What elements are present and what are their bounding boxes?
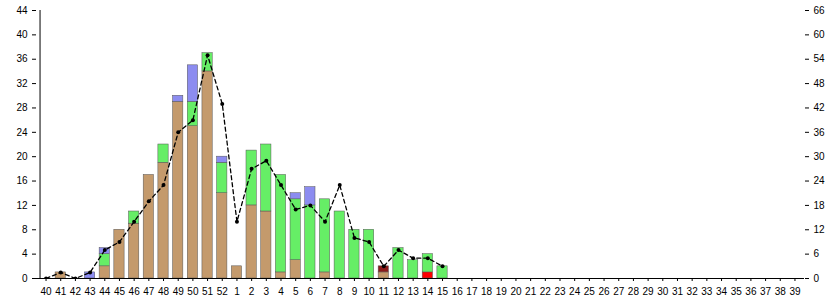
svg-text:42: 42 [814, 102, 826, 113]
svg-text:8: 8 [22, 224, 28, 235]
svg-text:3: 3 [264, 286, 270, 297]
svg-text:50: 50 [187, 286, 199, 297]
svg-text:1: 1 [234, 286, 240, 297]
svg-text:8: 8 [337, 286, 343, 297]
svg-text:24: 24 [814, 175, 826, 186]
svg-text:54: 54 [814, 53, 826, 64]
svg-text:2: 2 [249, 286, 255, 297]
svg-text:20: 20 [510, 286, 522, 297]
svg-text:40: 40 [40, 286, 52, 297]
svg-text:7: 7 [322, 286, 328, 297]
svg-text:10: 10 [364, 286, 376, 297]
svg-text:33: 33 [701, 286, 713, 297]
svg-text:4: 4 [22, 248, 28, 259]
svg-text:39: 39 [789, 286, 801, 297]
svg-text:46: 46 [129, 286, 141, 297]
svg-text:12: 12 [814, 224, 826, 235]
svg-text:51: 51 [202, 286, 214, 297]
svg-text:25: 25 [584, 286, 596, 297]
svg-text:18: 18 [481, 286, 493, 297]
svg-text:23: 23 [554, 286, 566, 297]
svg-text:44: 44 [99, 286, 111, 297]
svg-text:14: 14 [422, 286, 434, 297]
svg-text:16: 16 [452, 286, 464, 297]
svg-text:22: 22 [540, 286, 552, 297]
svg-text:66: 66 [814, 5, 826, 16]
svg-text:38: 38 [775, 286, 787, 297]
svg-text:0: 0 [814, 273, 820, 284]
svg-text:24: 24 [16, 127, 28, 138]
svg-text:52: 52 [217, 286, 229, 297]
svg-text:29: 29 [643, 286, 655, 297]
svg-text:20: 20 [16, 151, 28, 162]
svg-text:48: 48 [814, 78, 826, 89]
svg-text:32: 32 [687, 286, 699, 297]
svg-text:13: 13 [408, 286, 420, 297]
svg-text:12: 12 [16, 200, 28, 211]
svg-text:31: 31 [672, 286, 684, 297]
svg-text:34: 34 [716, 286, 728, 297]
svg-text:36: 36 [814, 127, 826, 138]
svg-text:41: 41 [55, 286, 67, 297]
svg-text:37: 37 [760, 286, 772, 297]
svg-text:43: 43 [85, 286, 97, 297]
svg-text:35: 35 [731, 286, 743, 297]
svg-text:21: 21 [525, 286, 537, 297]
svg-text:27: 27 [613, 286, 625, 297]
svg-text:19: 19 [496, 286, 508, 297]
svg-text:16: 16 [16, 175, 28, 186]
svg-text:4: 4 [278, 286, 284, 297]
svg-text:15: 15 [437, 286, 449, 297]
svg-text:49: 49 [173, 286, 185, 297]
svg-text:26: 26 [598, 286, 610, 297]
svg-text:28: 28 [628, 286, 640, 297]
svg-text:24: 24 [569, 286, 581, 297]
svg-text:6: 6 [308, 286, 314, 297]
svg-text:30: 30 [657, 286, 669, 297]
svg-text:60: 60 [814, 29, 826, 40]
svg-text:40: 40 [16, 29, 28, 40]
svg-text:36: 36 [16, 53, 28, 64]
svg-text:12: 12 [393, 286, 405, 297]
svg-text:32: 32 [16, 78, 28, 89]
svg-text:11: 11 [379, 286, 390, 297]
svg-text:36: 36 [745, 286, 757, 297]
svg-text:9: 9 [352, 286, 358, 297]
svg-text:30: 30 [814, 151, 826, 162]
svg-text:6: 6 [814, 248, 820, 259]
svg-text:42: 42 [70, 286, 82, 297]
svg-text:28: 28 [16, 102, 28, 113]
svg-text:44: 44 [16, 5, 28, 16]
svg-text:5: 5 [293, 286, 299, 297]
svg-text:17: 17 [466, 286, 478, 297]
svg-text:47: 47 [143, 286, 155, 297]
svg-text:48: 48 [158, 286, 170, 297]
svg-text:18: 18 [814, 200, 826, 211]
svg-text:45: 45 [114, 286, 126, 297]
svg-text:0: 0 [22, 273, 28, 284]
